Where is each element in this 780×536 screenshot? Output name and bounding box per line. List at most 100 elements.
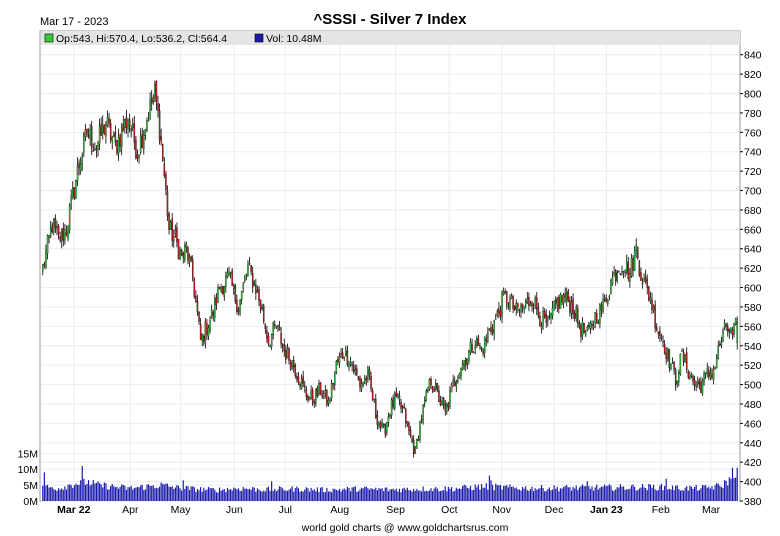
volume-bar [638,488,640,501]
candle-body [438,390,440,403]
volume-bar [308,491,311,501]
candle-body [667,348,669,360]
volume-bar [679,490,681,501]
volume-bar [735,477,737,501]
volume-bar [146,484,148,501]
volume-bar [171,486,173,501]
time-tick-label: Mar [702,504,721,516]
volume-bar [441,490,443,501]
price-tick-label: 800 [744,89,762,101]
candle-body [378,422,380,426]
volume-bar [703,485,705,501]
candle-body [466,358,469,365]
volume-bar [212,487,214,501]
volume-bar [563,487,565,501]
volume-bar [662,490,664,501]
candle-body [520,305,522,313]
volume-bar [384,487,386,501]
candle-body [646,279,648,288]
candle-body [465,358,467,366]
candle-body [409,430,412,437]
volume-bar [157,488,159,501]
volume-bar [496,485,498,501]
volume-bar [406,487,408,501]
candle-body [493,320,495,335]
candle-body [657,331,660,334]
volume-bar [439,491,442,501]
candle-body [586,326,589,331]
volume-bar [529,489,532,501]
candle-body [393,393,396,409]
volume-bar [591,486,593,501]
candle-body [562,294,565,304]
volume-bar [253,487,255,501]
volume-bar [215,492,217,501]
candle-body [550,313,552,319]
candle-body [348,365,350,368]
candle-body [258,288,260,301]
candle-body [476,338,478,346]
candle-body [207,327,210,337]
candle-body [281,344,284,347]
volume-bar [476,487,478,501]
candle-body [316,387,319,396]
volume-bar [367,488,369,501]
time-tick-label: Jan 23 [590,504,623,516]
volume-bar [520,490,522,501]
volume-bar [581,484,584,501]
volume-bar [427,491,429,501]
candle-body [659,330,661,336]
volume-bar [698,489,700,501]
volume-bar [125,489,128,501]
candle-body [477,338,480,346]
candle-body [214,298,216,318]
candle-body [589,322,592,329]
volume-bar [392,488,394,501]
volume-bar [422,486,424,501]
volume-bar [495,483,497,501]
volume-bar [338,488,341,501]
candle-body [345,348,347,356]
volume-bar [602,486,604,501]
candle-body [558,297,560,309]
volume-bar [709,488,711,501]
volume-bar [242,486,244,501]
volume-bar [420,491,423,501]
candle-body [572,298,574,315]
candle-body [671,362,674,364]
volume-bar [578,487,580,501]
candle-body [111,137,113,142]
volume-bar [200,487,202,501]
candle-body [185,244,188,248]
volume-bar [485,483,487,501]
volume-bar [559,488,562,501]
volume-bar [319,487,322,501]
volume-bar [577,490,579,501]
price-tick-label: 620 [744,263,762,275]
volume-bar [144,489,146,501]
candle-body [218,287,221,290]
volume-bar [646,490,648,501]
candle-body [136,154,139,159]
volume-bar [692,488,694,501]
volume-bar [42,485,44,501]
volume-bar [503,485,505,501]
candle-body [155,81,158,102]
volume-bar [641,484,644,501]
volume-bar [405,489,407,501]
candle-body [386,422,388,433]
volume-bar [553,485,555,501]
volume-bar [207,486,210,501]
candle-body [592,325,595,328]
volume-bar [174,487,176,501]
volume-bar [168,486,170,501]
candle-body [594,312,596,324]
candle-body [698,379,701,385]
candle-body [588,325,590,327]
candle-body [233,284,235,289]
volume-bar [45,485,47,501]
candle-body [637,247,639,259]
candle-body [138,155,140,159]
time-tick-label: Jun [226,504,243,516]
